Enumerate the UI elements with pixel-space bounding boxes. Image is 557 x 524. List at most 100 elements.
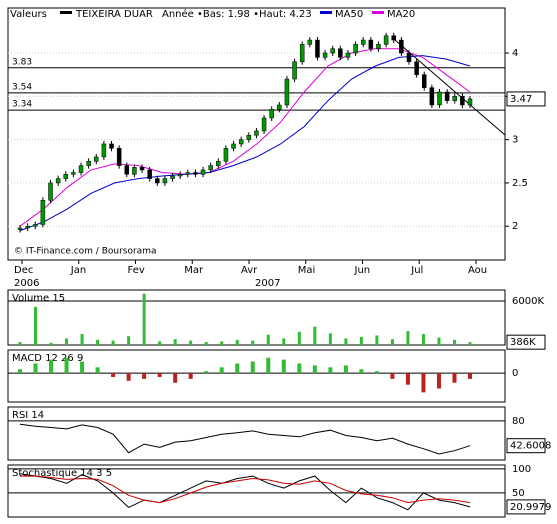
volume-bar	[220, 341, 224, 345]
candle	[101, 143, 107, 158]
volume-bar	[111, 340, 115, 345]
candle	[421, 74, 427, 88]
panel-title: MACD 12 26 9	[12, 353, 83, 364]
candle	[147, 169, 152, 179]
volume-bar	[282, 338, 286, 345]
candle	[345, 52, 351, 58]
level-label: 3.34	[12, 100, 32, 110]
volume-bar	[96, 339, 100, 345]
x-tick-label: Dec	[14, 265, 33, 276]
panel-title: Stochastique 14 3 5	[12, 468, 112, 479]
macd-bar	[436, 373, 441, 389]
candle	[399, 39, 404, 54]
x-tick-label: Avr	[241, 265, 258, 276]
candle	[86, 161, 91, 166]
macd-bar	[328, 367, 333, 374]
legend-swatch	[320, 11, 332, 14]
candle	[368, 39, 374, 49]
indicator-line	[19, 473, 471, 511]
candle	[55, 178, 61, 184]
year-label: 2006	[14, 278, 39, 289]
last-price: 3.47	[510, 94, 532, 105]
candle	[170, 175, 175, 179]
macd-bar	[250, 361, 255, 374]
y-tick-label: 80	[512, 416, 525, 427]
value-box	[506, 438, 546, 454]
macd-bar	[126, 373, 131, 381]
y-tick-label: 50	[512, 488, 525, 499]
volume-bar	[142, 293, 146, 345]
candle	[216, 161, 221, 166]
candle	[277, 104, 282, 110]
candle	[429, 87, 435, 106]
macd-bar	[173, 373, 178, 383]
year-label: 2007	[255, 278, 280, 289]
volume-bar	[390, 339, 394, 345]
last-value: 42.6008	[510, 441, 551, 452]
macd-bar	[452, 373, 457, 383]
candle	[391, 35, 396, 41]
candle	[25, 225, 30, 229]
volume-bar	[406, 331, 410, 345]
volume-bar	[297, 331, 301, 345]
volume-bar	[80, 334, 84, 345]
volume-bar	[375, 335, 379, 345]
candle	[208, 165, 213, 171]
macd-bar	[33, 363, 38, 374]
moving-average	[19, 48, 471, 227]
volume-bar	[158, 341, 162, 345]
candle	[299, 44, 305, 62]
volume-bar	[34, 306, 38, 345]
candle	[460, 96, 465, 106]
macd-bar	[80, 361, 85, 374]
macd-bar	[235, 363, 240, 374]
y-tick-label: 100	[512, 464, 531, 475]
volume-bar	[452, 339, 456, 345]
value-box	[506, 334, 546, 350]
volume-bar	[328, 333, 332, 345]
x-tick-label: Jun	[354, 265, 371, 276]
legend-entry: TEIXEIRA DUAR	[75, 9, 153, 20]
panel-frame	[7, 464, 506, 518]
y-tick-label: 4	[512, 48, 518, 59]
subtitle: Année •Bas: 1.98 •Haut: 4.23	[162, 8, 312, 20]
macd-bar	[343, 365, 348, 374]
macd-bar	[281, 359, 286, 374]
candle	[261, 117, 267, 132]
candle	[292, 61, 297, 80]
macd-bar	[204, 371, 209, 374]
volume-bar	[437, 337, 441, 345]
volume-bar	[49, 342, 53, 345]
macd-bar	[405, 373, 410, 385]
volume-bar	[65, 338, 69, 345]
macd-bar	[312, 365, 317, 374]
candle	[109, 143, 114, 149]
candle	[452, 96, 457, 101]
candle	[444, 91, 450, 101]
macd-bar	[157, 373, 162, 377]
volume-bar	[468, 342, 472, 345]
indicator-line	[20, 475, 471, 504]
level-label: 3.83	[12, 57, 32, 67]
macd-bar	[142, 373, 147, 379]
macd-bar	[421, 373, 426, 393]
candle	[307, 39, 313, 45]
value-box	[506, 499, 546, 515]
candle	[406, 52, 412, 62]
candle	[254, 130, 259, 136]
volume-bar	[266, 334, 270, 345]
volume-bar	[235, 339, 239, 345]
legend-entry: MA50	[335, 9, 363, 20]
candle	[124, 165, 130, 175]
level-label: 3.54	[12, 82, 32, 92]
macd-bar	[111, 373, 116, 377]
x-tick-label: Fev	[128, 265, 145, 276]
macd-bar	[18, 369, 22, 374]
candle	[322, 52, 328, 58]
macd-bar	[374, 371, 379, 374]
indicator-line	[19, 423, 471, 455]
candle	[246, 135, 252, 140]
moving-average	[19, 55, 471, 232]
